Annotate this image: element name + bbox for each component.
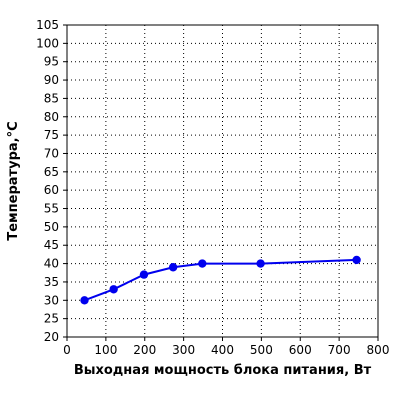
x-tick-label: 800: [367, 343, 390, 357]
y-tick-label: 65: [44, 165, 59, 179]
data-point: [80, 296, 89, 305]
grid: [67, 25, 378, 337]
y-tick-label: 60: [44, 183, 59, 197]
y-tick-label: 80: [44, 110, 59, 124]
y-tick-label: 45: [44, 238, 59, 252]
data-point: [109, 285, 118, 294]
series-layer: [80, 255, 361, 305]
series-line: [84, 258, 357, 302]
y-tick-label: 95: [44, 55, 59, 69]
data-point: [256, 259, 265, 268]
y-tick-label: 55: [44, 202, 59, 216]
x-tick-label: 400: [211, 343, 234, 357]
y-tick-label: 30: [44, 293, 59, 307]
data-point: [198, 259, 207, 268]
x-tick-label: 100: [94, 343, 117, 357]
x-tick-label: 500: [250, 343, 273, 357]
x-tick-label: 0: [63, 343, 71, 357]
data-point: [139, 270, 149, 279]
y-tick-label: 35: [44, 275, 59, 289]
x-tick-label: 600: [289, 343, 312, 357]
y-tick-label: 75: [44, 128, 59, 142]
y-tick-label: 50: [44, 220, 59, 234]
y-tick-label: 70: [44, 146, 59, 160]
y-axis-title: Температура,°C: [6, 121, 21, 240]
y-tick-label: 25: [44, 312, 59, 326]
x-tick-label: 200: [133, 343, 156, 357]
y-tick-label: 100: [36, 36, 59, 50]
data-point: [168, 263, 178, 272]
y-tick-label: 85: [44, 91, 59, 105]
y-tick-label: 105: [36, 18, 59, 32]
y-tick-label: 90: [44, 73, 59, 87]
y-tick-label: 40: [44, 257, 59, 271]
x-tick-label: 300: [172, 343, 195, 357]
axis-ticks: 0 100 200 300 400 500 600 700 800 20 25 30 35 40 45 50 5…: [36, 18, 389, 357]
x-tick-label: 700: [328, 343, 351, 357]
data-point: [352, 255, 361, 265]
y-tick-label: 20: [44, 330, 59, 344]
x-axis-title: Выходная мощность блока питания, Вт: [74, 363, 372, 378]
